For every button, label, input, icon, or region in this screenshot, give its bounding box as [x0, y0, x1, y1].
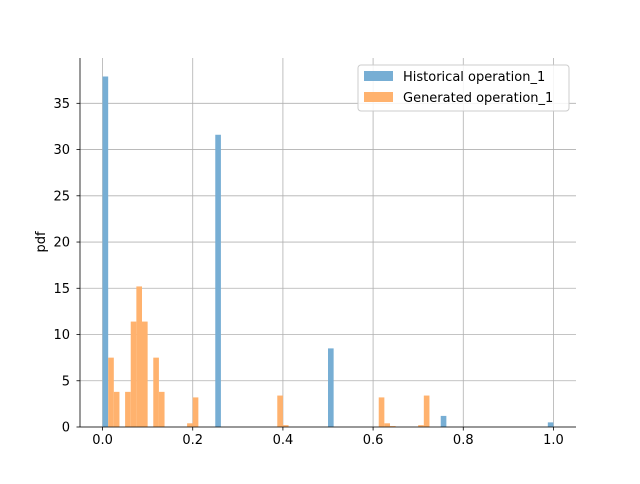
- histogram-bar-series-1: [328, 348, 334, 427]
- legend-swatch: [364, 92, 393, 102]
- histogram-bar-series-2: [130, 321, 137, 427]
- histogram-bar-series-2: [108, 357, 114, 427]
- y-tick-label: 0: [62, 421, 70, 436]
- histogram-bar-series-2: [158, 391, 165, 427]
- histogram-bar-series-2: [390, 426, 396, 427]
- y-axis-label: pdf: [34, 231, 49, 253]
- y-tick-label: 10: [53, 328, 70, 343]
- x-tick-label: 0.6: [363, 433, 384, 448]
- histogram-bar-series-2: [192, 397, 199, 427]
- histogram-bar-series-2: [142, 321, 148, 427]
- x-tick-label: 0.0: [92, 433, 113, 448]
- y-tick-label: 15: [53, 282, 70, 297]
- y-tick-label: 35: [53, 97, 70, 112]
- x-tick-label: 1.0: [543, 433, 564, 448]
- histogram-bar-series-2: [113, 391, 120, 427]
- x-tick-label: 0.4: [273, 433, 294, 448]
- legend-entry-label: Historical operation_1: [403, 70, 545, 85]
- histogram-bar-series-1: [215, 134, 221, 427]
- histogram-bar-series-2: [378, 397, 385, 427]
- y-tick-label: 30: [53, 143, 70, 158]
- histogram-bar-series-2: [277, 395, 283, 427]
- legend-entry-label: Generated operation_1: [403, 91, 553, 106]
- y-tick-label: 5: [62, 374, 70, 389]
- histogram-bar-series-2: [423, 395, 430, 427]
- histogram-bar-series-2: [418, 425, 424, 427]
- x-tick-label: 0.2: [182, 433, 203, 448]
- histogram-bar-series-1: [102, 76, 109, 427]
- histogram-bar-series-2: [153, 357, 159, 427]
- histogram-bar-series-2: [187, 423, 193, 427]
- y-tick-label: 20: [53, 236, 70, 251]
- legend-box: [357, 64, 570, 112]
- histogram-bar-series-2: [384, 423, 390, 427]
- histogram-bar-series-1: [547, 422, 554, 427]
- histogram-bar-series-2: [282, 425, 289, 427]
- histogram-bar-series-2: [136, 286, 142, 427]
- legend: Historical operation_1 Generated operatio…: [357, 64, 570, 112]
- axes: 0.0 0.2 0.4 0.6 0.8 1.0 0 5 10 15 20 25 30 35: [53, 58, 576, 448]
- x-tick-label: 0.8: [453, 433, 474, 448]
- histogram-bar-series-1: [440, 415, 447, 427]
- histogram-bars: [102, 76, 554, 427]
- legend-swatch: [364, 71, 393, 81]
- histogram-bar-series-2: [125, 391, 131, 427]
- y-tick-label: 25: [53, 189, 70, 204]
